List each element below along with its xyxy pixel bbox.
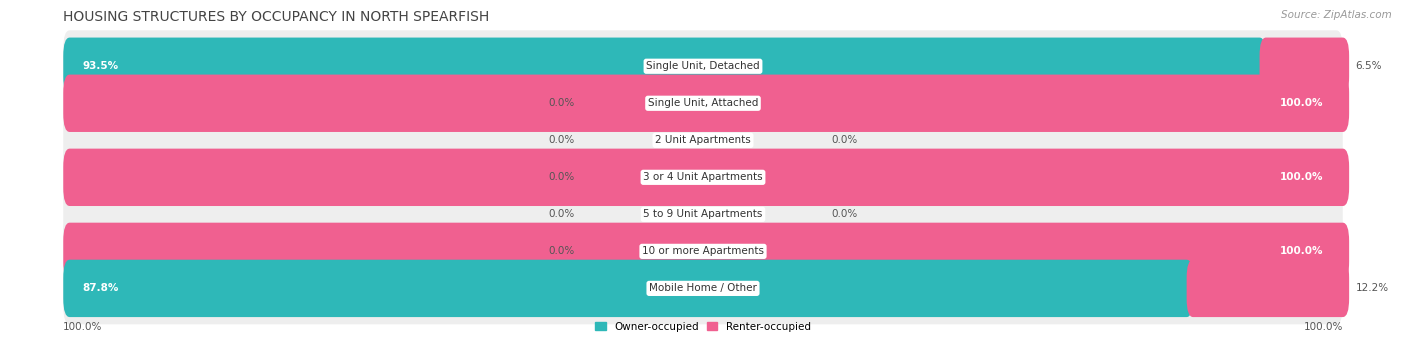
FancyBboxPatch shape [63,149,1350,206]
FancyBboxPatch shape [63,104,1343,176]
FancyBboxPatch shape [63,178,1343,250]
FancyBboxPatch shape [63,252,1343,324]
FancyBboxPatch shape [63,68,1343,139]
Text: 2 Unit Apartments: 2 Unit Apartments [655,135,751,145]
Text: Single Unit, Detached: Single Unit, Detached [647,61,759,71]
FancyBboxPatch shape [63,75,1350,132]
Text: Mobile Home / Other: Mobile Home / Other [650,283,756,293]
FancyBboxPatch shape [1187,260,1350,317]
Legend: Owner-occupied, Renter-occupied: Owner-occupied, Renter-occupied [591,317,815,336]
FancyBboxPatch shape [63,260,1194,317]
Text: 6.5%: 6.5% [1355,61,1382,71]
Text: 0.0%: 0.0% [548,98,575,108]
Text: 12.2%: 12.2% [1355,283,1389,293]
Text: HOUSING STRUCTURES BY OCCUPANCY IN NORTH SPEARFISH: HOUSING STRUCTURES BY OCCUPANCY IN NORTH… [63,10,489,24]
Text: 93.5%: 93.5% [83,61,118,71]
Text: 100.0%: 100.0% [1303,322,1343,332]
Text: 100.0%: 100.0% [1279,246,1323,256]
FancyBboxPatch shape [1260,38,1350,95]
Text: 10 or more Apartments: 10 or more Apartments [643,246,763,256]
FancyBboxPatch shape [63,38,1265,95]
Text: 0.0%: 0.0% [831,209,858,219]
Text: Single Unit, Attached: Single Unit, Attached [648,98,758,108]
Text: 87.8%: 87.8% [83,283,120,293]
Text: 100.0%: 100.0% [1279,98,1323,108]
FancyBboxPatch shape [63,142,1343,213]
Text: 0.0%: 0.0% [548,246,575,256]
Text: 100.0%: 100.0% [63,322,103,332]
FancyBboxPatch shape [63,216,1343,287]
Text: 0.0%: 0.0% [548,172,575,182]
Text: 0.0%: 0.0% [548,135,575,145]
Text: 3 or 4 Unit Apartments: 3 or 4 Unit Apartments [643,172,763,182]
Text: Source: ZipAtlas.com: Source: ZipAtlas.com [1281,10,1392,20]
FancyBboxPatch shape [63,30,1343,102]
Text: 0.0%: 0.0% [831,135,858,145]
Text: 5 to 9 Unit Apartments: 5 to 9 Unit Apartments [644,209,762,219]
FancyBboxPatch shape [63,223,1350,280]
Text: 100.0%: 100.0% [1279,172,1323,182]
Text: 0.0%: 0.0% [548,209,575,219]
